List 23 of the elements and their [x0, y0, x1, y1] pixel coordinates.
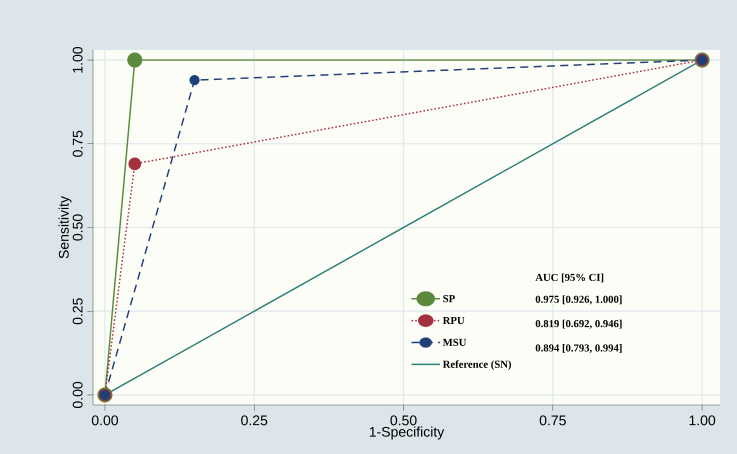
annotation: AUC [95% CI]	[535, 273, 604, 282]
x-tick-label: 0.75	[540, 415, 566, 426]
legend-label: RPU	[442, 317, 464, 324]
annotation: 0.894 [0.793, 0.994]	[536, 344, 622, 354]
annotation: 0.819 [0.692, 0.946]	[536, 320, 622, 329]
legend-label: SP	[443, 295, 455, 302]
x-tick-label: 0.50	[390, 415, 417, 426]
x-tick-label: 1.00	[690, 415, 716, 426]
annotation: 0.975 [0.926, 1.000]	[536, 295, 622, 304]
point	[189, 75, 200, 86]
point	[127, 52, 142, 68]
y-tick-label: 1.00	[72, 46, 83, 73]
legend-label: MSU	[442, 338, 466, 346]
y-axis-title: Sensitivity	[58, 196, 72, 258]
x-axis-title: 1-Specificity	[370, 426, 444, 440]
y-tick-label: 0.25	[72, 298, 83, 324]
y-tick-label: 0.50	[72, 214, 83, 241]
legend-label: Reference (SN)	[442, 360, 512, 370]
x-tick-label: 0.00	[92, 415, 118, 426]
y-tick-label: 0.75	[72, 130, 83, 157]
x-tick-label: 0.25	[241, 415, 268, 426]
y-tick-label: 0.00	[72, 382, 83, 408]
point	[128, 158, 142, 170]
